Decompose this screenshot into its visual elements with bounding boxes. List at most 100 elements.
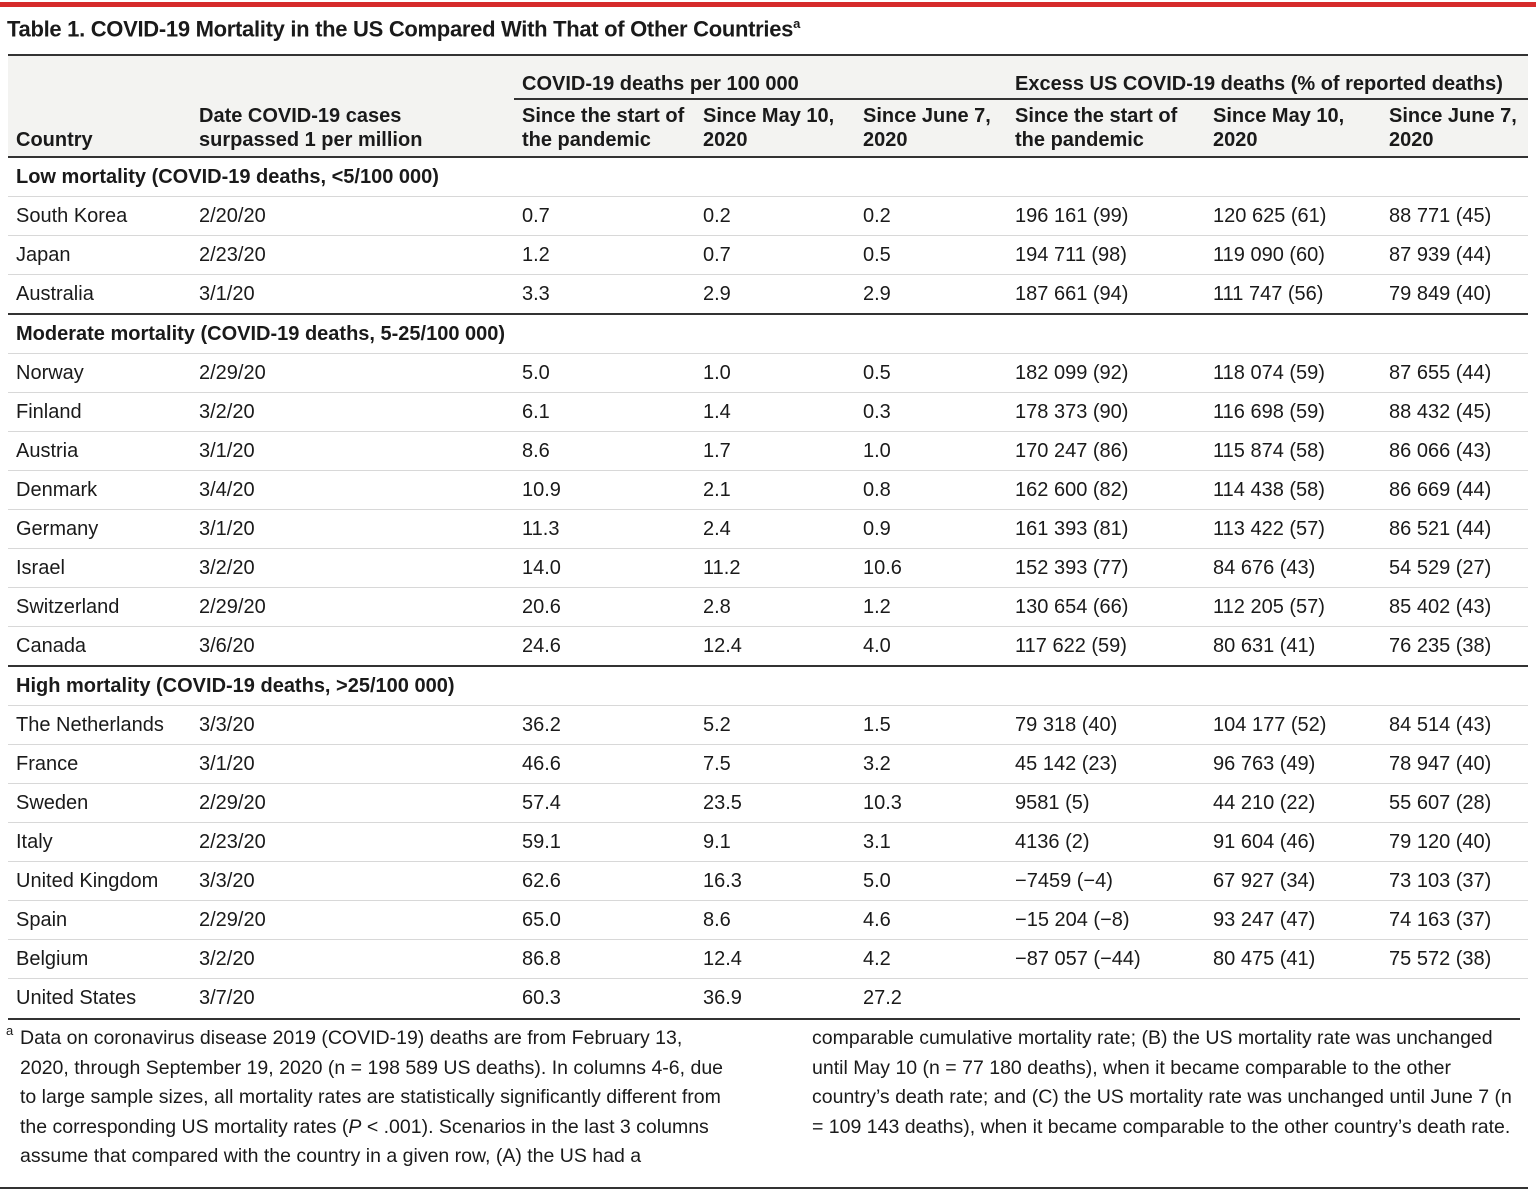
data-row: France 3/1/20 46.6 7.5 3.2 45 142 (23) 96 763 … — [8, 744, 1529, 784]
cell: 24.6 — [514, 626, 695, 666]
data-row: Denmark 3/4/20 10.9 2.1 0.8 162 600 (82) 114 4… — [8, 470, 1529, 510]
data-row: Japan 2/23/20 1.2 0.7 0.5 194 711 (98) 119 090… — [8, 235, 1529, 275]
cell: 114 438 (58) — [1205, 470, 1382, 510]
cell: 2.9 — [855, 274, 1008, 314]
cell: 170 247 (86) — [1007, 431, 1206, 471]
cell: 116 698 (59) — [1205, 392, 1382, 432]
cell: 1.7 — [695, 431, 855, 471]
cell: −87 057 (−44) — [1007, 939, 1206, 979]
cell: 86 521 (44) — [1381, 509, 1529, 549]
section-row: Low mortality (COVID-19 deaths, <5/100 0… — [8, 157, 1528, 197]
cell: 55 607 (28) — [1381, 783, 1529, 823]
cell: 76 235 (38) — [1381, 626, 1529, 666]
cell: 3.3 — [514, 274, 695, 314]
cell: 0.2 — [855, 196, 1008, 236]
cell: 74 163 (37) — [1381, 900, 1529, 940]
cell: 3/1/20 — [191, 274, 514, 314]
country: Japan — [8, 235, 191, 275]
cell: 11.2 — [695, 548, 855, 588]
section-row: Moderate mortality (COVID-19 deaths, 5-2… — [8, 313, 1529, 354]
country: Israel — [8, 548, 191, 588]
cell: 2/29/20 — [191, 783, 514, 823]
cell: 3/2/20 — [191, 392, 514, 432]
cell: 4136 (2) — [1007, 822, 1206, 862]
cell: 14.0 — [514, 548, 695, 588]
cell: 3/3/20 — [191, 705, 514, 745]
data-row: South Korea 2/20/20 0.7 0.2 0.2 196 161 (99) 1… — [8, 196, 1529, 236]
data-row: Australia 3/1/20 3.3 2.9 2.9 187 661 (94) 111 … — [8, 274, 1529, 314]
cell: 80 475 (41) — [1205, 939, 1382, 979]
footnote-part: < .001). Scenarios in the last 3 columns… — [20, 1027, 1512, 1167]
cell: 187 661 (94) — [1007, 274, 1206, 314]
cell: 23.5 — [695, 783, 855, 823]
table-body: Low mortality (COVID-19 deaths, <5/100 0… — [8, 157, 1529, 1017]
country: Sweden — [8, 783, 191, 823]
cell: 11.3 — [514, 509, 695, 549]
cell: 7.5 — [695, 744, 855, 784]
cell: 20.6 — [514, 587, 695, 627]
cell: 118 074 (59) — [1205, 353, 1382, 393]
cell: 27.2 — [855, 978, 1008, 1017]
footnote-part: Data on coronavirus disease 2019 (COVID-… — [20, 1027, 724, 1138]
cell: 196 161 (99) — [1007, 196, 1206, 236]
cell: 2.4 — [695, 509, 855, 549]
section-row: High mortality (COVID-19 deaths, >25/100… — [8, 665, 1529, 706]
cell: 5.0 — [855, 861, 1008, 901]
empty-cell — [1007, 978, 1206, 1017]
cell: 3.1 — [855, 822, 1008, 862]
data-row: Switzerland 2/29/20 20.6 2.8 1.2 130 654 (66)… — [8, 587, 1529, 627]
data-row: Israel 3/2/20 14.0 11.2 10.6 152 393 (77) 84 6… — [8, 548, 1529, 588]
country: Norway — [8, 353, 191, 393]
cell: 3/7/20 — [191, 978, 514, 1017]
country: France — [8, 744, 191, 784]
cell: 65.0 — [514, 900, 695, 940]
cell: 10.6 — [855, 548, 1008, 588]
cell: 10.3 — [855, 783, 1008, 823]
data-row: Finland 3/2/20 6.1 1.4 0.3 178 373 (90) 116 69… — [8, 392, 1529, 432]
cell: 79 120 (40) — [1381, 822, 1529, 862]
cell: 86 066 (43) — [1381, 431, 1529, 471]
cell: 152 393 (77) — [1007, 548, 1206, 588]
cell: 2/29/20 — [191, 587, 514, 627]
cell: 88 771 (45) — [1381, 196, 1529, 236]
cell: 62.6 — [514, 861, 695, 901]
cell: 54 529 (27) — [1381, 548, 1529, 588]
cell: 4.2 — [855, 939, 1008, 979]
cell: 84 514 (43) — [1381, 705, 1529, 745]
group-header: Excess US COVID-19 deaths (% of reported… — [1007, 55, 1529, 100]
cell: 9581 (5) — [1007, 783, 1206, 823]
table-title: Table 1. COVID-19 Mortality in the US Co… — [7, 16, 800, 42]
data-row: Norway 2/29/20 5.0 1.0 0.5 182 099 (92) 118 07… — [8, 353, 1529, 393]
cell: 85 402 (43) — [1381, 587, 1529, 627]
column-header: Since the start of the pandemic — [1015, 105, 1178, 151]
country: Finland — [8, 392, 191, 432]
country: Germany — [8, 509, 191, 549]
country: Switzerland — [8, 587, 191, 627]
column-header: Since the start of the pandemic — [522, 105, 685, 151]
column-header: Country — [16, 129, 93, 151]
cell: 9.1 — [695, 822, 855, 862]
cell: 36.2 — [514, 705, 695, 745]
footnote-marker: a — [6, 1023, 14, 1038]
cell: 112 205 (57) — [1205, 587, 1382, 627]
cell: 0.9 — [855, 509, 1008, 549]
column-header: Since June 7, 2020 — [1389, 105, 1517, 151]
data-row: United States 3/7/20 60.3 36.9 27.2 — [8, 978, 1529, 1017]
cell: 79 318 (40) — [1007, 705, 1206, 745]
cell: 2/29/20 — [191, 353, 514, 393]
cell: 162 600 (82) — [1007, 470, 1206, 510]
cell: 96 763 (49) — [1205, 744, 1382, 784]
cell: 3.2 — [855, 744, 1008, 784]
cell: 93 247 (47) — [1205, 900, 1382, 940]
cell: 3/1/20 — [191, 431, 514, 471]
cell: 5.0 — [514, 353, 695, 393]
cell: 1.0 — [695, 353, 855, 393]
cell: 80 631 (41) — [1205, 626, 1382, 666]
country: Australia — [8, 274, 191, 314]
data-row: Spain 2/29/20 65.0 8.6 4.6 −15 204 (−8) 93 247… — [8, 900, 1529, 940]
title-text: Table 1. COVID-19 Mortality in the US Co… — [7, 16, 794, 42]
section-label: Low mortality (COVID-19 deaths, <5/100 0… — [16, 165, 439, 188]
data-row: Austria 3/1/20 8.6 1.7 1.0 170 247 (86) 115 87… — [8, 431, 1529, 471]
cell: 67 927 (34) — [1205, 861, 1382, 901]
